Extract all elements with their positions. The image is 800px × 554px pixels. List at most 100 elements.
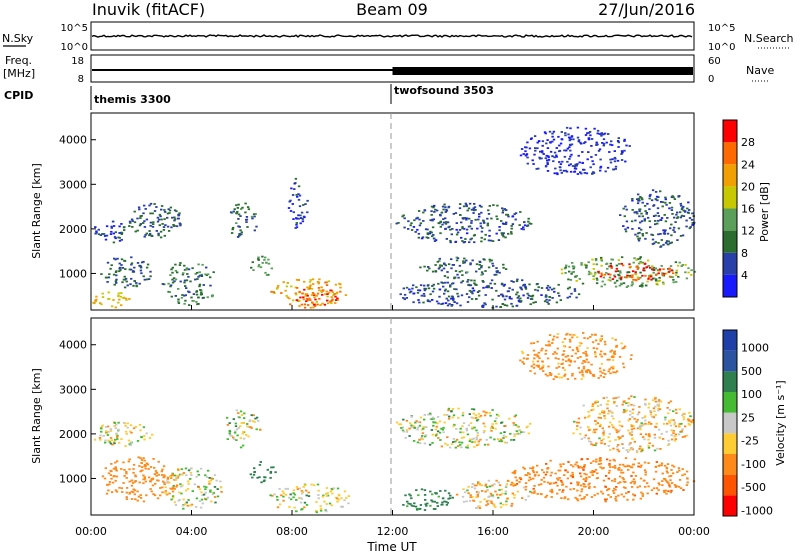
data-cell [460, 441, 464, 444]
data-cell [628, 418, 632, 420]
data-cell [542, 364, 545, 367]
data-cell [583, 416, 587, 419]
data-cell [670, 269, 673, 272]
data-cell [177, 302, 181, 304]
data-cell [612, 490, 615, 492]
data-cell [135, 282, 138, 284]
data-cell [546, 147, 550, 149]
data-cell [432, 234, 435, 236]
data-cell [555, 154, 558, 157]
data-cell [537, 364, 540, 367]
data-cell [603, 417, 607, 420]
data-cell [307, 288, 310, 291]
data-cell [474, 209, 477, 211]
data-cell [181, 273, 185, 276]
data-cell [639, 256, 642, 258]
data-cell [497, 438, 500, 440]
data-cell [644, 237, 647, 240]
data-cell [524, 485, 528, 488]
data-cell [654, 267, 658, 270]
data-cell [139, 457, 142, 459]
data-cell [496, 218, 499, 220]
data-cell [610, 366, 613, 369]
data-cell [219, 486, 223, 489]
data-cell [647, 462, 650, 464]
data-cell [635, 450, 639, 452]
nsky-panel-frame [90, 21, 695, 51]
data-cell [654, 470, 658, 473]
data-cell [524, 287, 528, 290]
data-cell [101, 475, 105, 478]
data-cell [291, 194, 295, 196]
data-cell [488, 205, 491, 207]
data-cell [591, 470, 594, 472]
data-cell [678, 469, 681, 472]
data-cell [540, 287, 544, 289]
data-cell [576, 126, 580, 129]
data-cell [688, 424, 691, 426]
x-tick-label: 00:00 [75, 525, 107, 538]
data-cell [99, 302, 102, 304]
data-cell [485, 500, 489, 503]
data-cell [658, 268, 662, 271]
data-cell [340, 506, 344, 508]
data-cell [295, 499, 298, 501]
data-cell [623, 138, 626, 141]
data-cell [547, 289, 550, 291]
data-cell [537, 286, 540, 289]
data-cell [450, 297, 453, 300]
data-cell [129, 430, 132, 433]
data-cell [125, 471, 128, 473]
data-cell [529, 478, 533, 481]
data-cell [475, 496, 478, 499]
data-cell [667, 482, 670, 485]
data-cell [465, 429, 469, 432]
data-cell [443, 263, 446, 265]
data-cell [458, 207, 462, 210]
data-cell [532, 366, 536, 369]
data-cell [163, 234, 166, 237]
data-cell [198, 271, 201, 274]
data-cell [608, 440, 612, 443]
data-cell [454, 446, 457, 449]
data-cell [596, 422, 599, 424]
data-cell [606, 358, 609, 361]
data-cell [488, 412, 491, 414]
data-cell [637, 411, 641, 414]
data-cell [418, 421, 422, 424]
data-cell [412, 284, 415, 287]
data-cell [681, 207, 684, 209]
data-cell [651, 234, 655, 236]
data-cell [480, 271, 484, 274]
data-cell [587, 270, 591, 273]
data-cell [102, 434, 105, 437]
data-cell [591, 258, 594, 261]
data-cell [609, 161, 613, 164]
data-cell [644, 471, 647, 474]
data-cell [599, 423, 602, 426]
data-cell [319, 509, 323, 512]
data-cell [548, 343, 551, 346]
data-cell [483, 302, 486, 305]
colorbar-tick-label: -100 [741, 458, 766, 471]
data-cell [466, 433, 470, 436]
data-cell [595, 460, 598, 463]
data-cell [570, 153, 573, 156]
data-cell [602, 431, 605, 434]
data-cell [688, 209, 691, 211]
data-cell [302, 296, 305, 299]
data-cell [603, 273, 607, 276]
data-cell [115, 436, 119, 438]
data-cell [472, 207, 475, 210]
data-cell [664, 416, 667, 419]
data-cell [446, 271, 449, 273]
data-cell [639, 260, 642, 263]
data-cell [435, 300, 439, 303]
nave-label: Nave [746, 64, 774, 77]
data-cell [139, 494, 142, 496]
data-cell [237, 213, 241, 216]
data-cell [660, 217, 664, 219]
data-cell [631, 447, 634, 450]
data-cell [196, 303, 199, 306]
data-cell [670, 196, 674, 198]
